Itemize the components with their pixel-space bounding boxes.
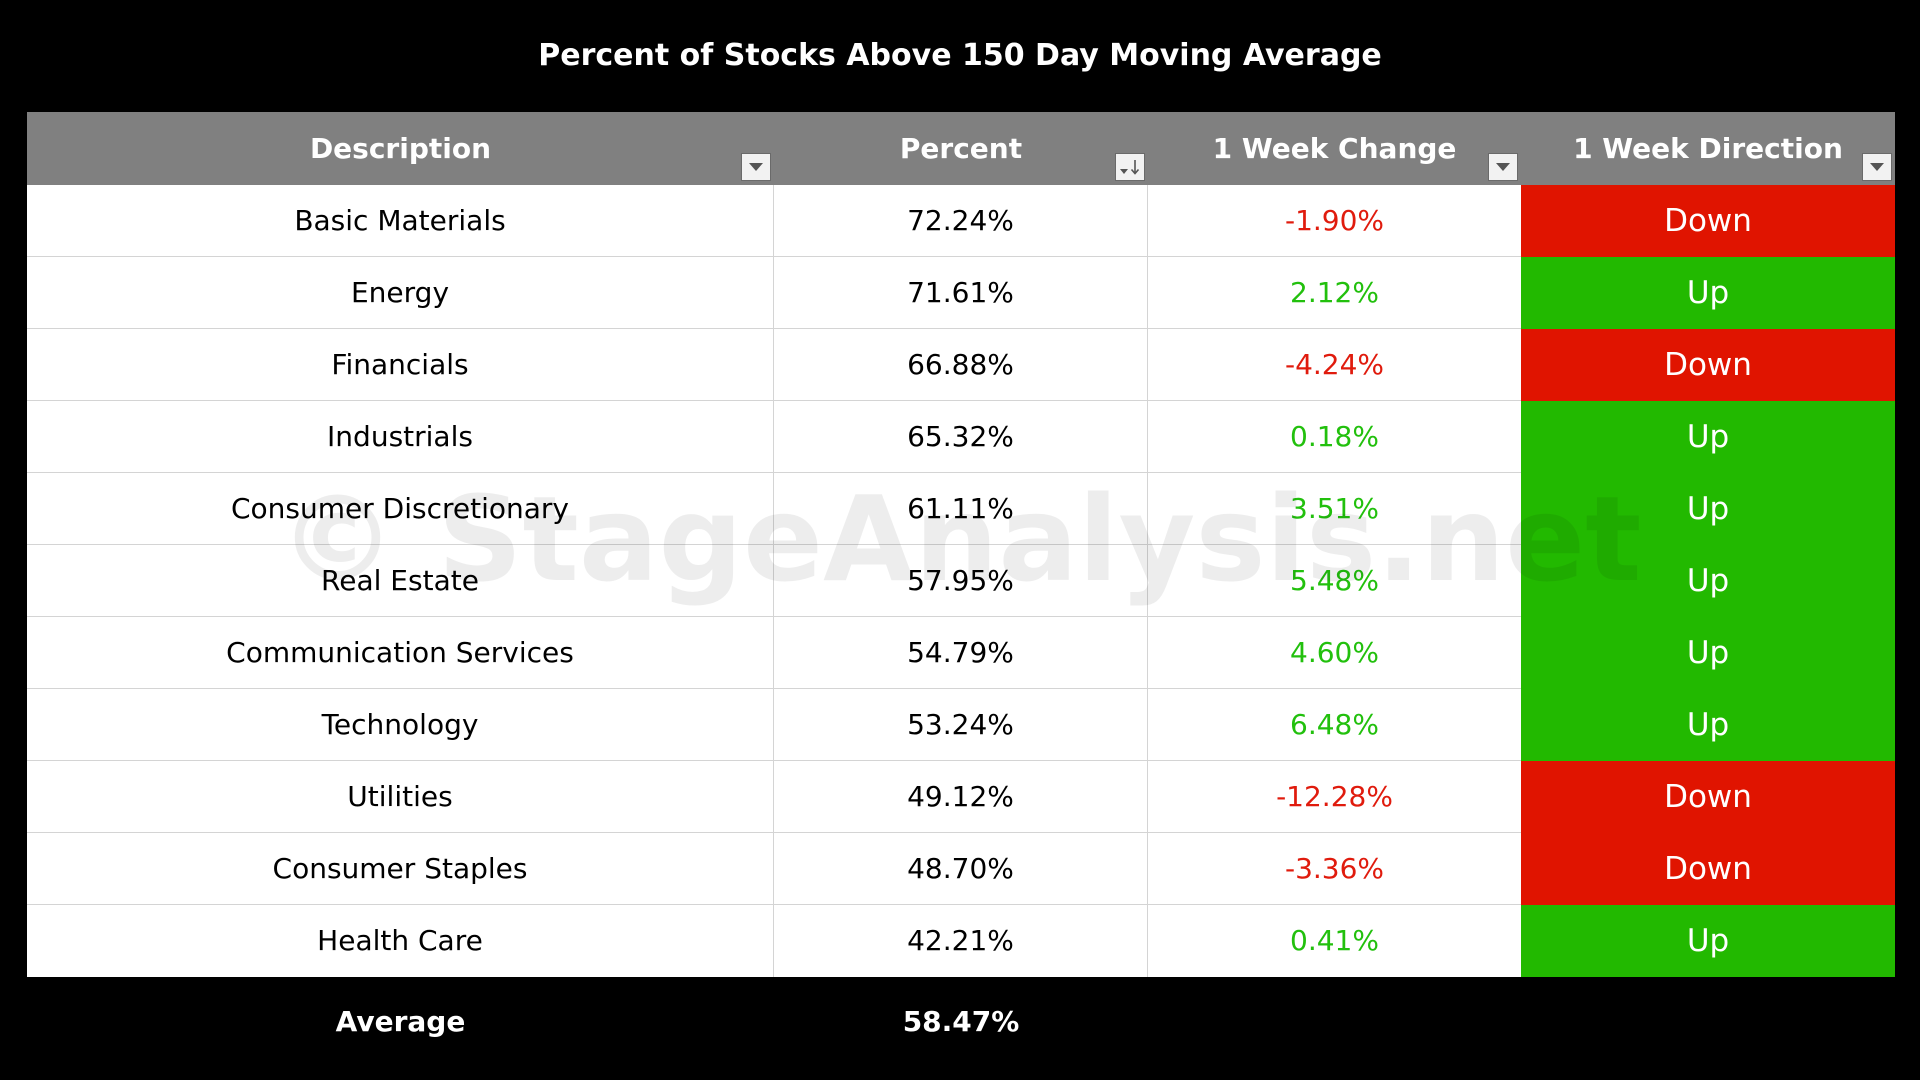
- header-percent: Percent: [774, 112, 1148, 185]
- row-percent: 66.88%: [774, 329, 1148, 401]
- row-week-change: -3.36%: [1284, 852, 1385, 885]
- table-row: Energy 71.61% 2.12% Up: [27, 257, 1895, 329]
- sort-descending-icon[interactable]: [1115, 153, 1145, 181]
- table-row: Basic Materials 72.24% -1.90% Down: [27, 185, 1895, 257]
- sector-table: Description Percent 1 Week Change: [27, 112, 1895, 1067]
- row-description: Basic Materials: [27, 185, 774, 257]
- header-week-change-label: 1 Week Change: [1212, 132, 1457, 165]
- table-row: Technology 53.24% 6.48% Up: [27, 689, 1895, 761]
- table-footer: Average 58.47%: [27, 977, 1895, 1067]
- filter-dropdown-icon[interactable]: [1488, 153, 1518, 181]
- table-header: Description Percent 1 Week Change: [27, 112, 1895, 185]
- header-week-direction: 1 Week Direction: [1521, 112, 1895, 185]
- row-description: Consumer Staples: [27, 833, 774, 905]
- row-week-direction: Up: [1521, 617, 1895, 689]
- row-week-change: -4.24%: [1284, 348, 1385, 381]
- row-description: Energy: [27, 257, 774, 329]
- table-row: Industrials 65.32% 0.18% Up: [27, 401, 1895, 473]
- header-week-direction-label: 1 Week Direction: [1573, 132, 1843, 165]
- row-percent: 54.79%: [774, 617, 1148, 689]
- average-value: 58.47%: [902, 1005, 1020, 1038]
- row-week-direction: Down: [1521, 185, 1895, 257]
- row-percent: 61.11%: [774, 473, 1148, 545]
- row-percent: 65.32%: [774, 401, 1148, 473]
- row-percent: 57.95%: [774, 545, 1148, 617]
- table-row: Real Estate 57.95% 5.48% Up: [27, 545, 1895, 617]
- row-week-change: 3.51%: [1290, 492, 1379, 525]
- table-body: Basic Materials 72.24% -1.90% Down Energy 71.…: [27, 185, 1895, 977]
- header-percent-label: Percent: [899, 132, 1023, 165]
- row-week-direction: Up: [1521, 545, 1895, 617]
- row-percent: 71.61%: [774, 257, 1148, 329]
- row-description: Financials: [27, 329, 774, 401]
- row-week-direction: Up: [1521, 689, 1895, 761]
- row-percent: 49.12%: [774, 761, 1148, 833]
- row-week-direction: Up: [1521, 257, 1895, 329]
- table-row: Health Care 42.21% 0.41% Up: [27, 905, 1895, 977]
- row-week-change: -1.90%: [1284, 204, 1385, 237]
- chart-title: Percent of Stocks Above 150 Day Moving A…: [538, 38, 1382, 73]
- row-description: Industrials: [27, 401, 774, 473]
- row-week-change: 2.12%: [1290, 276, 1379, 309]
- header-description: Description: [27, 112, 774, 185]
- row-week-change: 6.48%: [1290, 708, 1379, 741]
- row-week-direction: Down: [1521, 761, 1895, 833]
- row-percent: 48.70%: [774, 833, 1148, 905]
- row-week-direction: Up: [1521, 401, 1895, 473]
- row-week-change: 0.18%: [1290, 420, 1379, 453]
- row-description: Technology: [27, 689, 774, 761]
- header-description-label: Description: [309, 132, 492, 165]
- row-week-change: 5.48%: [1290, 564, 1379, 597]
- filter-dropdown-icon[interactable]: [1862, 153, 1892, 181]
- row-percent: 42.21%: [774, 905, 1148, 977]
- table-row: Consumer Staples 48.70% -3.36% Down: [27, 833, 1895, 905]
- row-description: Consumer Discretionary: [27, 473, 774, 545]
- filter-dropdown-icon[interactable]: [741, 153, 771, 181]
- average-label: Average: [335, 1005, 466, 1038]
- row-week-change: 0.41%: [1290, 924, 1379, 957]
- table-row: Financials 66.88% -4.24% Down: [27, 329, 1895, 401]
- header-week-change: 1 Week Change: [1148, 112, 1521, 185]
- row-week-direction: Down: [1521, 833, 1895, 905]
- row-description: Utilities: [27, 761, 774, 833]
- row-description: Health Care: [27, 905, 774, 977]
- row-percent: 72.24%: [774, 185, 1148, 257]
- row-description: Real Estate: [27, 545, 774, 617]
- row-description: Communication Services: [27, 617, 774, 689]
- row-week-direction: Up: [1521, 473, 1895, 545]
- table-row: Utilities 49.12% -12.28% Down: [27, 761, 1895, 833]
- row-percent: 53.24%: [774, 689, 1148, 761]
- table-row: Communication Services 54.79% 4.60% Up: [27, 617, 1895, 689]
- row-week-change: 4.60%: [1290, 636, 1379, 669]
- row-week-direction: Down: [1521, 329, 1895, 401]
- table-row: Consumer Discretionary 61.11% 3.51% Up: [27, 473, 1895, 545]
- row-week-direction: Up: [1521, 905, 1895, 977]
- row-week-change: -12.28%: [1276, 780, 1393, 813]
